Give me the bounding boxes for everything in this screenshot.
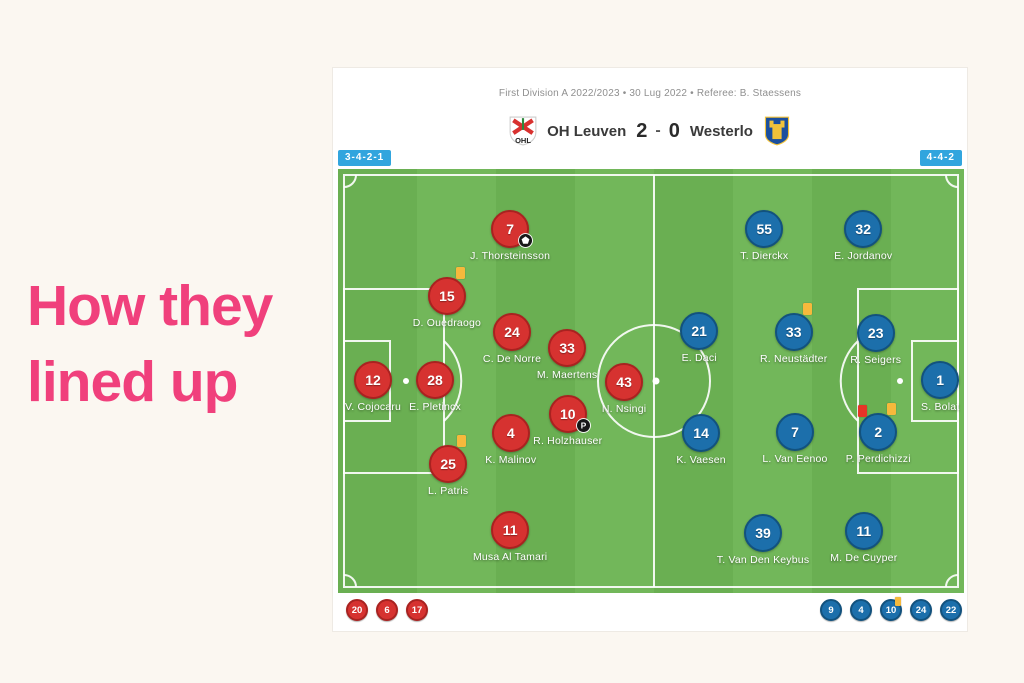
page-title: How they lined up <box>27 268 273 420</box>
player-name: P. Perdichizzi <box>845 452 911 465</box>
sub-away-10: 10 <box>880 597 902 621</box>
player-name: E. Pletincx <box>409 401 461 414</box>
away-score: 0 <box>668 119 680 142</box>
player-name: S. Bolat <box>921 401 960 414</box>
player-name: L. Patris <box>428 485 469 498</box>
away-team-crest-icon <box>763 116 791 146</box>
player-name: K. Vaesen <box>676 454 726 467</box>
yellow-card-icon <box>802 302 812 315</box>
player-number: 11 <box>491 510 530 549</box>
penalty-goal-ball-icon: P <box>575 418 591 433</box>
yellow-card-icon <box>455 267 465 280</box>
player-number: 2 <box>859 412 898 451</box>
player-number: 33 <box>548 328 587 367</box>
player-name: R. Holzhauser <box>533 435 603 448</box>
page-title-line1: How they <box>27 274 273 338</box>
sub-home-17: 17 <box>406 599 428 621</box>
sub-away-22: 22 <box>940 599 962 621</box>
player-name: N. Nsingi <box>601 402 647 415</box>
away-formation-badge: 4-4-2 <box>919 150 962 166</box>
sub-away-24: 24 <box>910 599 932 621</box>
player-name: Musa Al Tamari <box>472 550 548 563</box>
player-name: T. Dierckx <box>740 250 789 263</box>
yellow-card-icon <box>895 597 901 606</box>
away-team-name: Westerlo <box>689 122 753 140</box>
home-team-name: OH Leuven <box>547 122 627 140</box>
match-meta: First Division A 2022/2023 • 30 Lug 2022… <box>498 88 802 99</box>
player-name: J. Thorsteinsson <box>470 250 551 263</box>
score-separator: - <box>655 122 661 139</box>
player-name: M. Maertens <box>536 368 598 381</box>
player-name: E. Jordanov <box>834 250 893 263</box>
player-name: C. De Norre <box>482 352 542 365</box>
player-name: T. Van Den Keybus <box>716 553 810 566</box>
substitutes-home: 20 6 17 <box>346 599 428 621</box>
red-card-icon <box>858 404 868 417</box>
player-number: 7 <box>775 412 814 451</box>
scoreline: OHL OH Leuven 2 - 0 Westerlo <box>333 114 967 148</box>
sub-home-20: 20 <box>346 599 368 621</box>
svg-text:P: P <box>580 422 586 431</box>
player-name: V. Cojocaru <box>344 401 402 414</box>
home-score: 2 <box>636 119 648 142</box>
goal-ball-icon <box>518 233 534 249</box>
sub-home-6: 6 <box>376 599 398 621</box>
player-number: 33 <box>774 312 813 351</box>
player-number: 4 <box>491 414 530 453</box>
yellow-card-icon <box>887 402 897 415</box>
pitch-markings <box>343 174 959 588</box>
player-number: 14 <box>682 414 721 453</box>
player-number: 15 <box>427 277 466 316</box>
player-name: M. De Cuyper <box>830 552 898 565</box>
home-crest-text: OHL <box>515 136 531 145</box>
player-number: 23 <box>856 314 895 353</box>
player-name: D. Ouedraogo <box>412 317 482 330</box>
player-name: R. Seigers <box>850 354 902 367</box>
player-number: 43 <box>605 362 644 401</box>
player-name: L. Van Eenoo <box>762 452 828 465</box>
pitch: 12 V. Cojocaru 28 E. Pletincx 15 D. Ouedraogo… <box>338 169 964 593</box>
player-name: R. Neustädter <box>760 352 828 365</box>
player-number: 12 <box>354 361 393 400</box>
player-number: 11 <box>844 512 883 551</box>
player-number: 1 <box>921 361 960 400</box>
player-number: 25 <box>429 445 468 484</box>
player-number: 24 <box>493 312 532 351</box>
player-number: 55 <box>745 210 784 249</box>
player-name: K. Malinov <box>485 454 537 467</box>
yellow-card-icon <box>457 435 467 448</box>
home-team-crest-icon: OHL <box>509 116 537 146</box>
player-number: 39 <box>744 513 783 552</box>
sub-away-4: 4 <box>850 599 872 621</box>
substitutes-away: 9 4 10 24 22 <box>820 597 962 621</box>
lineup-card: First Division A 2022/2023 • 30 Lug 2022… <box>332 67 968 632</box>
sub-away-9: 9 <box>820 599 842 621</box>
home-formation-badge: 3-4-2-1 <box>338 150 392 166</box>
player-number: 32 <box>844 210 883 249</box>
page-title-line2: lined up <box>27 350 238 414</box>
player-number: 28 <box>416 361 455 400</box>
player-name: E. Daci <box>681 351 717 364</box>
player-number: 21 <box>680 311 719 350</box>
